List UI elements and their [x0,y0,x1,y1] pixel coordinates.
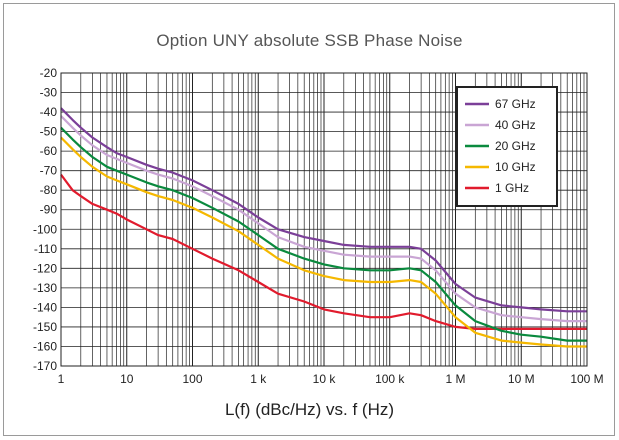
x-tick-label: 1 M [445,372,465,386]
x-tick-label: 100 M [570,372,603,386]
y-tick-label: -70 [40,164,58,178]
y-tick-label: -140 [33,300,57,314]
y-tick-label: -100 [33,222,57,236]
chart-frame [3,3,615,436]
y-axis-ticks: -20 -30 -40 -50 -60 -70 -80 -90 -100 -110 -120 -130… [33,66,57,373]
y-tick-label: -80 [40,183,58,197]
y-tick-label: -130 [33,281,57,295]
series-line-10-ghz [60,136,587,348]
y-tick-label: -170 [33,359,57,373]
legend-label: 20 GHz [495,139,536,153]
x-axis-label: L(f) (dBc/Hz) vs. f (Hz) [224,400,395,419]
y-tick-label: -110 [34,242,57,256]
y-tick-label: -90 [40,203,58,217]
y-tick-label: -60 [40,144,58,158]
y-tick-label: -20 [40,66,58,80]
y-tick-label: -30 [40,86,58,100]
series-lines [60,107,587,348]
x-axis-ticks: 1 10 100 1 k 10 k 100 k 1 M 10 M 100 M [58,372,604,386]
series-line-1-ghz [60,173,587,330]
y-tick-label: -120 [33,261,57,275]
series-line-67-ghz [60,107,587,313]
legend: 67 GHz 40 GHz 20 GHz 10 GHz 1 GHz [456,86,558,207]
legend-label: 1 GHz [495,181,529,195]
y-tick-label: -40 [40,105,58,119]
x-tick-label: 10 k [313,372,337,386]
x-tick-label: 10 M [508,372,535,386]
series-line-20-ghz [60,126,587,342]
plot-border [60,72,588,367]
y-tick-label: -150 [33,320,57,334]
legend-label: 67 GHz [495,97,536,111]
legend-label: 10 GHz [495,160,536,174]
chart-title: Option UNY absolute SSB Phase Noise [156,31,463,50]
x-tick-label: 1 [58,372,65,386]
x-tick-label: 1 k [250,372,267,386]
series-line-40-ghz [60,115,587,323]
x-tick-label: 10 [120,372,134,386]
y-tick-label: -50 [40,125,58,139]
x-tick-label: 100 k [375,372,405,386]
x-tick-label: 100 [182,372,202,386]
legend-label: 40 GHz [495,118,536,132]
y-tick-label: -160 [33,339,57,353]
